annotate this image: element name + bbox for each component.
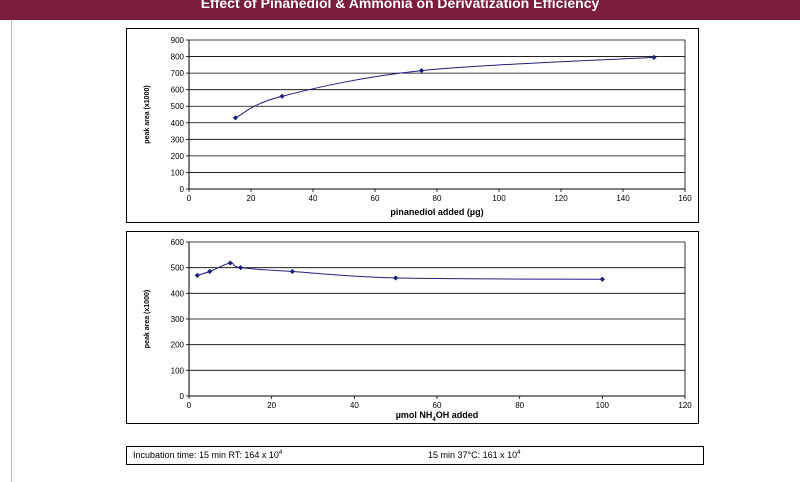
ammonia-data-point bbox=[207, 268, 213, 275]
pinanediol-series-line bbox=[235, 56, 655, 119]
pinanediol-y-tick-label: 600 bbox=[171, 86, 185, 95]
pinanediol-data-point bbox=[232, 115, 239, 121]
ammonia-x-tick-label: 60 bbox=[433, 401, 442, 410]
pinanediol-x-tick-label: 120 bbox=[554, 194, 568, 203]
pinanediol-y-tick-label: 800 bbox=[171, 53, 185, 62]
pinanediol-data-point bbox=[651, 54, 657, 60]
pinanediol-x-tick-label: 80 bbox=[433, 194, 442, 203]
pinanediol-y-axis-label: peak area (x1000) bbox=[144, 85, 151, 143]
pinanediol-x-tick-label: 40 bbox=[309, 194, 318, 203]
ammonia-series-line bbox=[197, 262, 603, 280]
ammonia-chart: 0 100 200 300 400 500 600 0 20 40 60 80 100 120 peak a… bbox=[126, 231, 699, 424]
left-divider bbox=[11, 20, 12, 482]
ammonia-data-point bbox=[393, 275, 399, 281]
ammonia-y-tick-label: 400 bbox=[171, 289, 185, 298]
ammonia-y-tick-label: 0 bbox=[180, 392, 185, 401]
ammonia-x-tick-label: 120 bbox=[678, 401, 692, 410]
ammonia-x-tick-label: 40 bbox=[350, 401, 359, 410]
pinanediol-y-tick-label: 500 bbox=[171, 102, 185, 111]
pinanediol-y-tick-label: 900 bbox=[171, 36, 185, 45]
ammonia-y-tick-label: 200 bbox=[171, 341, 185, 350]
pinanediol-y-tick-label: 400 bbox=[171, 119, 185, 128]
ammonia-y-tick-label: 500 bbox=[171, 264, 185, 273]
pinanediol-chart-svg: 0 100 200 300 400 500 600 700 800 900 0 20 40 60 80 100… bbox=[144, 36, 692, 217]
ammonia-y-tick-label: 300 bbox=[171, 315, 185, 324]
ammonia-x-tick-label: 100 bbox=[596, 401, 610, 410]
ammonia-data-point bbox=[194, 272, 200, 278]
ammonia-x-tick-label: 20 bbox=[267, 401, 276, 410]
ammonia-data-point bbox=[599, 276, 605, 282]
ammonia-chart-svg: 0 100 200 300 400 500 600 0 20 40 60 80 100 120 peak a… bbox=[144, 238, 692, 423]
pinanediol-x-tick-label: 20 bbox=[247, 194, 256, 203]
pinanediol-y-tick-label: 300 bbox=[171, 135, 185, 144]
pinanediol-x-tick-label: 0 bbox=[187, 194, 192, 203]
slide-title: Effect of Pinanediol & Ammonia on Deriva… bbox=[0, 0, 800, 20]
pinanediol-x-tick-label: 100 bbox=[492, 194, 506, 203]
ammonia-data-point bbox=[289, 268, 295, 275]
pinanediol-y-tick-label: 700 bbox=[171, 69, 185, 78]
pinanediol-y-tick-label: 100 bbox=[171, 168, 185, 177]
ammonia-x-tick-label: 0 bbox=[187, 401, 192, 410]
ammonia-x-axis-label: µmol NH4OH added bbox=[396, 410, 479, 423]
incubation-37c-label: 15 min 37°C: 161 x 10 bbox=[428, 450, 518, 460]
ammonia-y-tick-label: 100 bbox=[171, 366, 185, 375]
pinanediol-data-point bbox=[279, 93, 285, 99]
incubation-rt-text: Incubation time: 15 min RT: 164 x 104 bbox=[133, 450, 282, 460]
incubation-footer: Incubation time: 15 min RT: 164 x 104 15… bbox=[126, 446, 704, 465]
pinanediol-x-tick-label: 140 bbox=[616, 194, 630, 203]
incubation-37c-exponent: 4 bbox=[517, 450, 521, 456]
pinanediol-data-point bbox=[418, 68, 425, 74]
ammonia-data-point bbox=[227, 260, 233, 266]
ammonia-y-tick-label: 600 bbox=[171, 238, 185, 247]
pinanediol-chart: 0 100 200 300 400 500 600 700 800 900 0 20 40 60 80 100… bbox=[126, 28, 699, 223]
ammonia-y-axis-label: peak area (x1000) bbox=[144, 290, 151, 348]
incubation-37c-text: 15 min 37°C: 161 x 104 bbox=[428, 450, 521, 460]
pinanediol-y-tick-label: 200 bbox=[171, 152, 185, 161]
pinanediol-x-tick-label: 160 bbox=[678, 194, 692, 203]
ammonia-data-point bbox=[238, 265, 244, 271]
incubation-rt-exponent: 4 bbox=[278, 450, 283, 456]
pinanediol-y-tick-label: 0 bbox=[180, 185, 185, 194]
pinanediol-x-axis-label: pinanediol added (µg) bbox=[390, 207, 483, 217]
ammonia-x-tick-label: 80 bbox=[515, 401, 524, 410]
pinanediol-x-tick-label: 60 bbox=[371, 194, 380, 203]
incubation-rt-label: Incubation time: 15 min RT: 164 x 10 bbox=[133, 450, 279, 460]
